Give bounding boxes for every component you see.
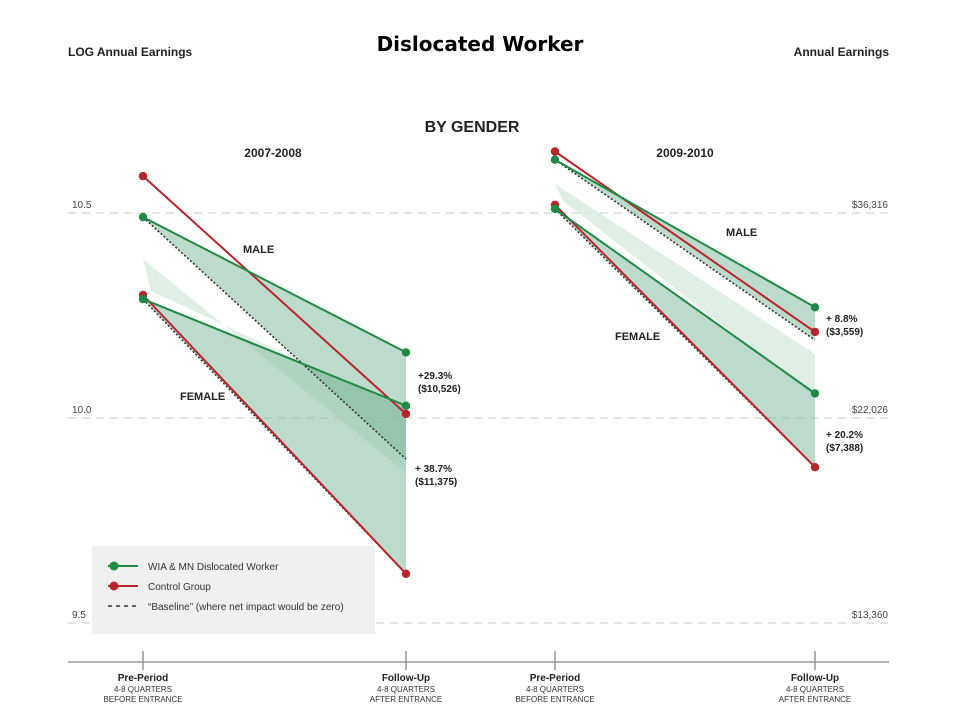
baseline-line: [142, 216, 407, 460]
group-female: FEMALE + 38.7% ($11,375): [138, 290, 457, 578]
treatment-point: [550, 204, 560, 214]
tick-labels: 10.5 $36,316 10.0 $22,026 9.5 $13,360: [72, 200, 888, 621]
x-category-sublabel: 4-8 QUARTERS: [786, 685, 844, 694]
panel-2007-2008: 2007-2008 MALE +29.3% ($10,526) FEMALE + 38.7…: [138, 146, 461, 578]
legend-label: WIA & MN Dislocated Worker: [148, 562, 279, 573]
x-category-sublabel: BEFORE ENTRANCE: [103, 695, 182, 704]
x-category-sublabel: 4-8 QUARTERS: [526, 685, 584, 694]
treatment-point: [138, 212, 148, 222]
group-label: MALE: [726, 227, 757, 239]
group-label: MALE: [243, 244, 274, 256]
light-wedge-area: [555, 183, 815, 398]
treatment-point: [810, 389, 820, 398]
control-line: [554, 150, 816, 333]
right-tick-label: $13,360: [852, 610, 889, 621]
chart-panels: 2007-2008 MALE +29.3% ($10,526) FEMALE + 38.7…: [138, 146, 863, 578]
treatment-point: [401, 348, 411, 357]
x-category-sublabel: AFTER ENTRANCE: [370, 695, 442, 704]
left-tick-label: 9.5: [72, 610, 86, 621]
legend-marker: [109, 581, 119, 591]
control-line: [554, 204, 816, 468]
impact-dollar-label: ($7,388): [826, 443, 863, 454]
impact-area-female: [143, 299, 406, 574]
treatment-point: [401, 401, 411, 410]
chart-subtitle: BY GENDER: [425, 119, 520, 136]
x-category-sublabel: BEFORE ENTRANCE: [515, 695, 594, 704]
left-tick-label: 10.0: [72, 405, 92, 416]
control-point: [401, 409, 411, 419]
group-male: MALE + 8.8% ($3,559): [550, 147, 863, 341]
x-category-label: Pre-Period: [118, 673, 169, 684]
impact-percent-label: +29.3%: [418, 371, 452, 382]
impact-dollar-label: ($3,559): [826, 327, 863, 338]
x-category-sublabel: AFTER ENTRANCE: [779, 695, 851, 704]
left-tick-label: 10.5: [72, 200, 92, 211]
treatment-line: [142, 216, 407, 354]
impact-dollar-label: ($11,375): [415, 477, 457, 488]
legend-label: “Baseline” (where net impact would be ze…: [148, 602, 344, 613]
x-category-label: Pre-Period: [530, 673, 581, 684]
control-point: [810, 327, 820, 337]
control-line: [142, 175, 407, 415]
left-axis-label: LOG Annual Earnings: [68, 45, 193, 59]
x-category-sublabel: 4-8 QUARTERS: [114, 685, 172, 694]
treatment-point: [138, 294, 148, 304]
x-category-label: Follow-Up: [382, 673, 430, 684]
x-category-label: Follow-Up: [791, 673, 839, 684]
impact-percent-label: + 38.7%: [415, 464, 452, 475]
right-tick-label: $22,026: [852, 405, 889, 416]
baseline-line: [554, 159, 816, 341]
legend-background: [92, 546, 375, 634]
treatment-line: [554, 158, 816, 309]
control-line: [142, 294, 407, 575]
group-label: FEMALE: [615, 331, 660, 343]
legend-label: Control Group: [148, 582, 211, 593]
treatment-point: [550, 155, 560, 164]
impact-percent-label: + 20.2%: [826, 430, 863, 441]
right-axis-label: Annual Earnings: [794, 45, 890, 59]
control-point: [401, 569, 411, 578]
impact-dollar-label: ($10,526): [418, 384, 461, 395]
legend: WIA & MN Dislocated Worker Control Group “…: [92, 546, 375, 634]
group-label: FEMALE: [180, 391, 225, 403]
right-tick-label: $36,316: [852, 200, 889, 211]
gridlines: [68, 212, 889, 624]
control-point: [138, 171, 148, 181]
group-female: FEMALE + 20.2% ($7,388): [550, 200, 863, 472]
impact-percent-label: + 8.8%: [826, 314, 858, 325]
period-label: 2009-2010: [656, 146, 714, 160]
treatment-line: [142, 298, 407, 407]
period-label: 2007-2008: [244, 146, 302, 160]
panel-2009-2010: 2009-2010 MALE + 8.8% ($3,559) FEMALE + 20.2%…: [550, 146, 863, 472]
group-male: MALE +29.3% ($10,526): [138, 171, 461, 460]
treatment-line: [554, 208, 816, 395]
chart-title: Dislocated Worker: [377, 32, 584, 56]
control-point: [550, 147, 560, 156]
x-category-sublabel: 4-8 QUARTERS: [377, 685, 435, 694]
control-point: [810, 463, 820, 472]
legend-marker: [109, 561, 119, 571]
treatment-point: [810, 303, 820, 312]
